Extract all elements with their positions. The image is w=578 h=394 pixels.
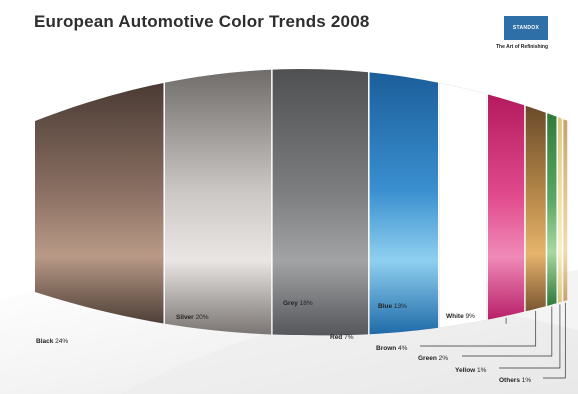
- brand-tagline: The Art of Refinishing: [496, 44, 549, 50]
- leader-brown: [420, 310, 537, 347]
- leader-green: [462, 306, 553, 357]
- leader-others: [543, 302, 566, 379]
- bar-yellow: [557, 117, 562, 303]
- bar-red: [487, 94, 525, 320]
- chart-title: European Automotive Color Trends 2008: [34, 12, 370, 31]
- label-yellow: Yellow 1%: [455, 367, 487, 374]
- bar-grey: [272, 69, 369, 336]
- bar-green: [547, 113, 557, 306]
- label-brown: Brown 4%: [376, 345, 408, 352]
- bar-blue: [369, 72, 439, 335]
- leader-yellow: [499, 304, 561, 369]
- label-red: Red 7%: [330, 334, 354, 341]
- label-black: Black 24%: [36, 338, 69, 345]
- bar-others: [563, 119, 568, 302]
- bar-white: [439, 82, 487, 328]
- label-silver: Silver 20%: [176, 314, 209, 321]
- label-white: White 9%: [446, 313, 475, 320]
- label-others: Others 1%: [499, 377, 532, 384]
- brand-logo: STANDOX: [504, 16, 548, 40]
- bar-silver: [164, 69, 272, 335]
- bar-brown: [525, 105, 546, 312]
- label-green: Green 2%: [418, 355, 448, 362]
- bar-black: [35, 82, 164, 324]
- label-blue: Blue 13%: [378, 303, 407, 310]
- label-grey: Grey 18%: [283, 300, 313, 307]
